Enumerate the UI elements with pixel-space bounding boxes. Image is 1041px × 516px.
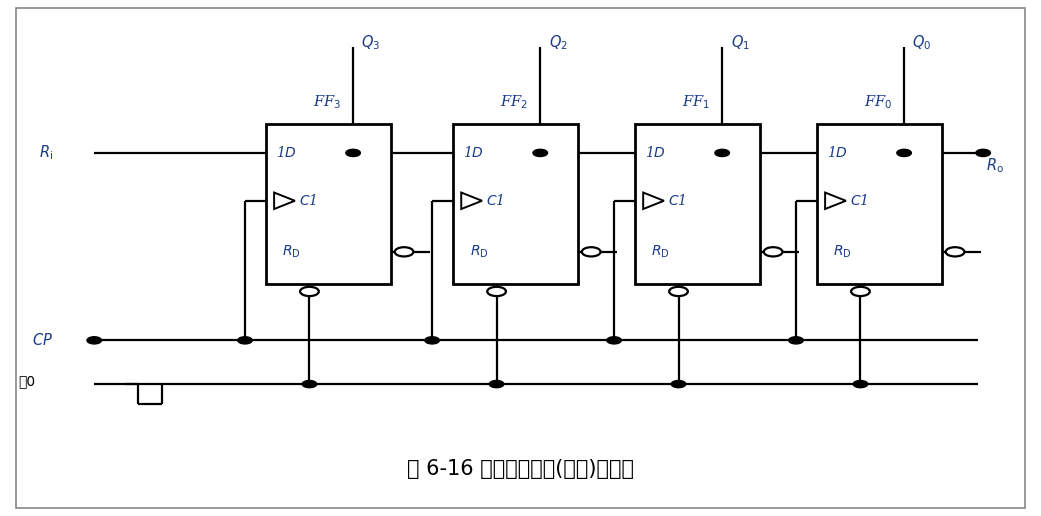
Text: 图 6-16 四位单向移位(右移)寄存器: 图 6-16 四位单向移位(右移)寄存器 [407, 459, 634, 479]
Circle shape [897, 149, 911, 156]
Circle shape [789, 337, 804, 344]
Text: FF$_2$: FF$_2$ [501, 93, 529, 111]
Circle shape [489, 380, 504, 388]
Circle shape [87, 337, 102, 344]
Text: 1$D$: 1$D$ [276, 146, 297, 160]
Polygon shape [643, 192, 664, 209]
Text: $Q_0$: $Q_0$ [912, 34, 932, 52]
Polygon shape [274, 192, 295, 209]
Text: FF$_3$: FF$_3$ [313, 93, 341, 111]
Circle shape [300, 287, 319, 296]
Text: $C$1: $C$1 [486, 194, 504, 208]
Circle shape [533, 149, 548, 156]
Circle shape [975, 149, 990, 156]
Circle shape [487, 287, 506, 296]
Text: $CP$: $CP$ [32, 332, 53, 348]
Bar [817, 124, 941, 284]
Text: $C$1: $C$1 [850, 194, 868, 208]
Text: 1$D$: 1$D$ [828, 146, 848, 160]
Bar [265, 124, 390, 284]
Circle shape [854, 380, 868, 388]
Circle shape [302, 380, 316, 388]
Circle shape [852, 287, 870, 296]
Circle shape [764, 247, 783, 256]
Text: $Q_1$: $Q_1$ [731, 34, 750, 52]
Text: $C$1: $C$1 [299, 194, 316, 208]
Text: $Q_2$: $Q_2$ [549, 34, 567, 52]
Circle shape [237, 337, 252, 344]
Circle shape [945, 247, 964, 256]
Polygon shape [461, 192, 482, 209]
Text: $Q_3$: $Q_3$ [361, 34, 381, 52]
Text: FF$_0$: FF$_0$ [864, 93, 892, 111]
Circle shape [607, 337, 621, 344]
Text: FF$_1$: FF$_1$ [682, 93, 710, 111]
Circle shape [669, 287, 688, 296]
Circle shape [582, 247, 601, 256]
Text: $R_\mathrm{D}$: $R_\mathrm{D}$ [652, 244, 670, 260]
Bar [635, 124, 760, 284]
Text: $R_\mathrm{D}$: $R_\mathrm{D}$ [282, 244, 301, 260]
Text: 1$D$: 1$D$ [463, 146, 484, 160]
Text: $R_\mathrm{o}$: $R_\mathrm{o}$ [986, 156, 1005, 175]
Text: 1$D$: 1$D$ [645, 146, 666, 160]
Circle shape [715, 149, 730, 156]
Circle shape [346, 149, 360, 156]
Circle shape [395, 247, 413, 256]
Text: 清0: 清0 [19, 375, 35, 389]
Text: $R_\mathrm{D}$: $R_\mathrm{D}$ [469, 244, 488, 260]
Text: $R_\mathrm{D}$: $R_\mathrm{D}$ [834, 244, 853, 260]
Text: $C$1: $C$1 [668, 194, 686, 208]
Polygon shape [826, 192, 846, 209]
Circle shape [425, 337, 439, 344]
Text: $R_\mathrm{i}$: $R_\mathrm{i}$ [40, 143, 53, 162]
Circle shape [671, 380, 686, 388]
Bar [453, 124, 578, 284]
